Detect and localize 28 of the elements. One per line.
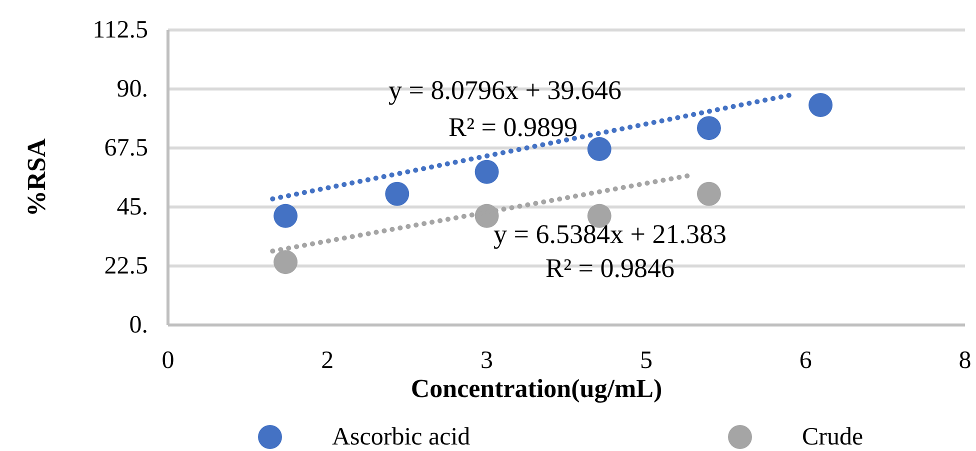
legend-label: Crude	[802, 424, 864, 450]
y-tick-label: 112.5	[92, 16, 148, 44]
y-tick-label: 45.	[116, 194, 148, 220]
point	[274, 204, 298, 228]
x-tick-label: 6	[799, 347, 812, 374]
annotation: R² = 0.9899	[448, 112, 578, 142]
annotation: y = 6.5384x + 21.383	[494, 219, 726, 249]
point	[385, 182, 410, 206]
annotation: R² = 0.9846	[545, 253, 675, 283]
x-tick-label: 3	[480, 347, 494, 374]
y-tick-label: 22.5	[104, 252, 148, 280]
y-tick-label: 0.	[129, 312, 148, 338]
x-tick-label: 0	[162, 347, 174, 374]
point	[808, 93, 833, 117]
x-axis-title: Concentration(ug/mL)	[410, 374, 662, 403]
point	[587, 137, 612, 162]
annotation: y = 8.0796x + 39.646	[388, 75, 622, 105]
point	[696, 116, 721, 140]
legend-label: Ascorbic acid	[332, 424, 471, 450]
x-tick-label: 8	[958, 347, 972, 374]
x-tick-label: 5	[640, 347, 652, 374]
y-tick-label: 90.	[116, 76, 148, 102]
point	[274, 250, 298, 274]
x-tick-label: 2	[321, 347, 334, 374]
point	[696, 182, 721, 206]
point	[474, 160, 499, 184]
y-tick-label: 67.5	[104, 134, 148, 162]
y-axis-title: %RSA	[22, 138, 51, 217]
